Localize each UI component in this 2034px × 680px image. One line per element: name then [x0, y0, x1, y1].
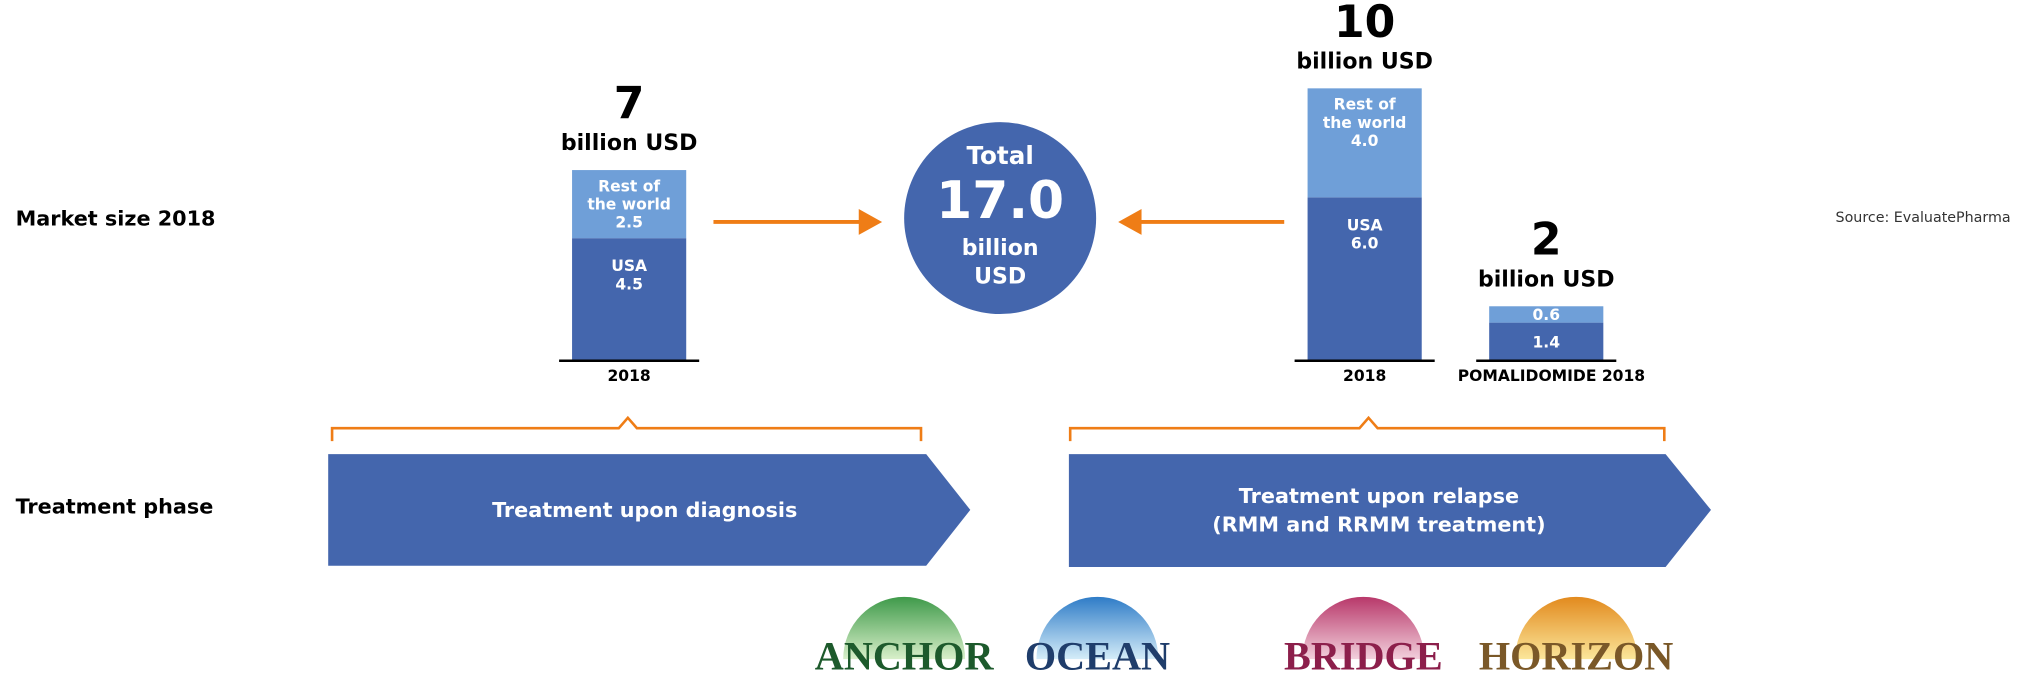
bar-segment — [1307, 197, 1422, 361]
segment-value: 1.4 — [1532, 333, 1560, 351]
phase-label: Treatment upon diagnosis — [492, 498, 797, 522]
segment-label: Rest of — [1334, 96, 1396, 114]
phase-label: (RMM and RRMM treatment) — [1212, 512, 1545, 536]
phases — [328, 454, 1711, 568]
segment-value: 4.5 — [615, 275, 643, 293]
bar-total: 7 — [614, 79, 645, 130]
trial-dome — [1515, 596, 1638, 660]
trial-name: BRIDGE — [1284, 634, 1443, 679]
bar-segment — [572, 238, 687, 361]
segment-label: the world — [587, 196, 671, 214]
bar-total: 2 — [1531, 215, 1562, 266]
arrows — [713, 208, 1285, 235]
brackets — [330, 415, 1666, 442]
bar-unit: billion USD — [1478, 267, 1615, 292]
bar-total: 10 — [1334, 0, 1395, 48]
segment-label: USA — [1347, 216, 1383, 234]
segment-value: 6.0 — [1351, 235, 1379, 253]
bar-segment — [1489, 322, 1604, 361]
bar-unit: billion USD — [1296, 49, 1433, 74]
phase-label: Treatment upon relapse — [1239, 484, 1519, 508]
total-unit: billion — [962, 236, 1039, 261]
trial-name: HORIZON — [1479, 634, 1673, 679]
row-label: Market size 2018 — [16, 206, 216, 230]
total-unit: USD — [974, 265, 1026, 290]
x-label: 2018 — [607, 367, 650, 385]
segment-label: the world — [1323, 114, 1407, 132]
trial-dome — [1302, 596, 1425, 660]
bar-segment — [572, 170, 687, 239]
bar-unit: billion USD — [561, 131, 698, 156]
bar-segment — [1307, 88, 1422, 198]
segment-value: 2.5 — [615, 214, 643, 232]
total-circle — [904, 122, 1097, 315]
trial-name: ANCHOR — [815, 634, 995, 679]
x-label: POMALIDOMIDE 2018 — [1458, 367, 1645, 385]
source: Source: EvaluatePharma — [1836, 210, 2011, 226]
segment-value: 4.0 — [1351, 132, 1379, 150]
trial-name: OCEAN — [1025, 634, 1170, 679]
segment-value: 0.6 — [1532, 306, 1560, 324]
row-label: Treatment phase — [16, 494, 214, 518]
total-value: 17.0 — [936, 171, 1064, 231]
trial-dome — [843, 596, 966, 660]
segment-label: USA — [611, 257, 647, 275]
bar-segment — [1489, 306, 1604, 323]
segment-label: Rest of — [598, 177, 660, 195]
trial-dome — [1036, 596, 1159, 660]
x-label: 2018 — [1343, 367, 1386, 385]
total-label: Total — [966, 141, 1033, 170]
